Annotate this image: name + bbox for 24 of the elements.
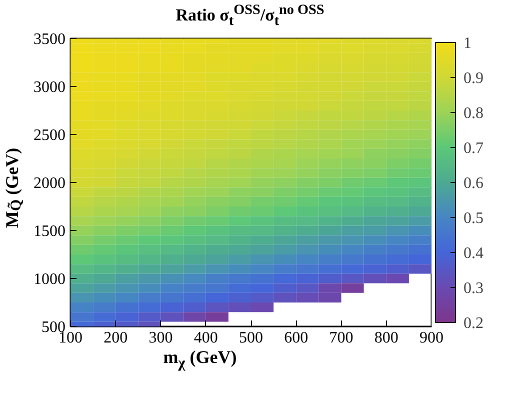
color-bar-label: 0.5 [464, 210, 484, 227]
x-tick-label: 300 [148, 330, 173, 346]
x-tick-label: 600 [284, 330, 308, 346]
color-bar-label: 0.9 [464, 70, 484, 87]
color-bar-label: 0.4 [464, 245, 484, 262]
color-bar-label: 0.2 [464, 315, 484, 332]
color-bar-label: 0.8 [464, 105, 484, 122]
y-tick-label: 2000 [34, 175, 66, 192]
x-tick-label: 200 [104, 330, 128, 346]
color-bar-label: 1 [464, 35, 472, 52]
y-tick-label: 2500 [34, 127, 66, 144]
x-tick-label: 700 [329, 330, 354, 346]
x-tick-label: 400 [194, 330, 218, 346]
x-tick-label: 900 [420, 330, 444, 346]
color-bar-label: 0.6 [464, 175, 484, 192]
x-axis-title: m$_{χ}$ (GeV) [162, 346, 238, 374]
x-tick-label: 800 [374, 330, 398, 346]
y-tick-label: 1500 [34, 223, 66, 240]
x-tick-label: 500 [239, 330, 263, 346]
y-tick-label: 1000 [34, 271, 66, 288]
color-bar-label: 0.7 [464, 140, 484, 157]
color-bar-label: 0.3 [464, 280, 484, 297]
y-tick-label: 3500 [34, 31, 66, 48]
y-tick-label: 3000 [34, 79, 66, 96]
